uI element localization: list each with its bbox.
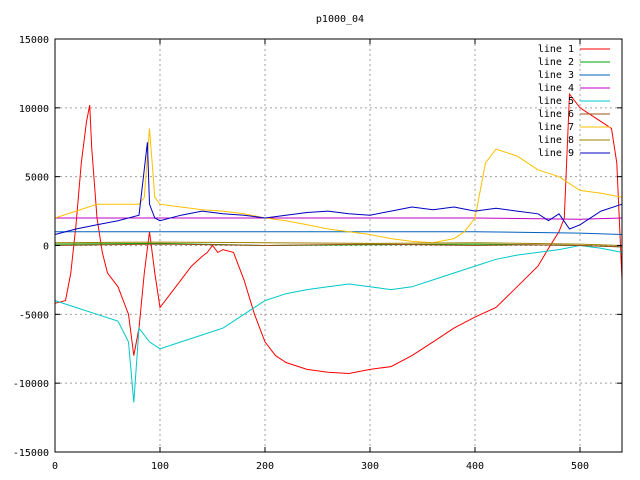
tick-labels: 0 100 200 300 400 500 -15000 -10000 -5000 0 5000 10… bbox=[13, 35, 622, 472]
legend: line 1 line 2 line 3 line 4 line 5 line 6 line… bbox=[538, 44, 610, 159]
legend-label: line 1 bbox=[538, 44, 574, 55]
y-tick-label: 5000 bbox=[25, 173, 49, 184]
legend-label: line 4 bbox=[538, 83, 574, 94]
legend-label: line 8 bbox=[538, 135, 574, 146]
y-tick-label: 10000 bbox=[19, 104, 49, 115]
x-tick-label: 400 bbox=[466, 461, 484, 472]
series-layer bbox=[54, 92, 623, 403]
x-tick-label: 200 bbox=[256, 461, 274, 472]
chart-title: p1000_04 bbox=[316, 14, 364, 25]
legend-label: line 3 bbox=[538, 70, 574, 81]
series-line-9 bbox=[54, 142, 623, 235]
legend-label: line 9 bbox=[538, 148, 574, 159]
y-tick-label: -15000 bbox=[13, 448, 49, 459]
y-tick-label: 0 bbox=[43, 242, 49, 253]
series-line-4 bbox=[55, 217, 623, 220]
y-tick-label: -5000 bbox=[19, 310, 49, 321]
y-tick-label: -10000 bbox=[13, 379, 49, 390]
x-tick-label: 100 bbox=[151, 461, 169, 472]
legend-label: line 5 bbox=[538, 96, 574, 107]
legend-label: line 7 bbox=[538, 122, 574, 133]
x-tick-label: 300 bbox=[361, 461, 379, 472]
series-line-5 bbox=[54, 244, 623, 403]
legend-label: line 2 bbox=[538, 57, 574, 68]
series-line-7 bbox=[54, 128, 623, 244]
series-line-3 bbox=[55, 231, 623, 235]
series-line-1 bbox=[54, 92, 623, 375]
series-line-8 bbox=[54, 241, 623, 246]
x-tick-label: 500 bbox=[571, 461, 589, 472]
y-tick-label: 15000 bbox=[19, 35, 49, 46]
legend-label: line 6 bbox=[538, 109, 574, 120]
x-tick-label: 0 bbox=[52, 461, 58, 472]
series-line-6 bbox=[54, 243, 623, 248]
